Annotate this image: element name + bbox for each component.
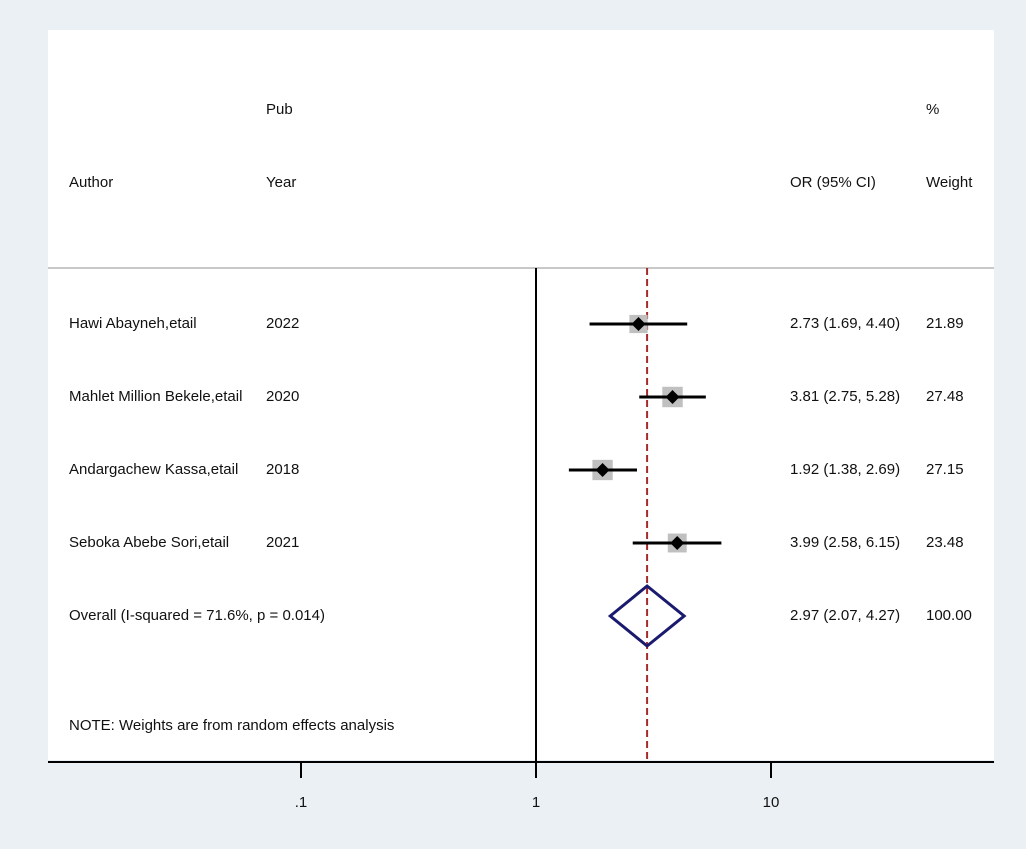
header-or: OR (95% CI) bbox=[790, 174, 876, 191]
header-author: Author bbox=[69, 174, 113, 191]
overall-or-ci: 2.97 (2.07, 4.27) bbox=[790, 607, 900, 624]
study-year: 2022 bbox=[266, 315, 299, 332]
overall-label: Overall (I-squared = 71.6%, p = 0.014) bbox=[69, 607, 325, 624]
study-weight: 27.15 bbox=[926, 461, 964, 478]
header-year-top: Pub bbox=[266, 101, 293, 118]
study-weight: 27.48 bbox=[926, 388, 964, 405]
study-or-ci: 3.99 (2.58, 6.15) bbox=[790, 534, 900, 551]
study-year: 2018 bbox=[266, 461, 299, 478]
x-tick-label: 10 bbox=[763, 794, 780, 811]
study-author: Mahlet Million Bekele,etail bbox=[69, 388, 242, 405]
plot-panel bbox=[48, 30, 994, 760]
study-or-ci: 1.92 (1.38, 2.69) bbox=[790, 461, 900, 478]
study-point-estimate bbox=[631, 317, 646, 331]
study-point-estimate bbox=[665, 390, 680, 404]
study-year: 2020 bbox=[266, 388, 299, 405]
study-or-ci: 3.81 (2.75, 5.28) bbox=[790, 388, 900, 405]
overall-diamond bbox=[607, 584, 687, 648]
study-weight: 23.48 bbox=[926, 534, 964, 551]
overall-weight: 100.00 bbox=[926, 607, 972, 624]
header-year: Year bbox=[266, 174, 296, 191]
study-author: Seboka Abebe Sori,etail bbox=[69, 534, 229, 551]
footnote: NOTE: Weights are from random effects an… bbox=[69, 717, 394, 734]
study-author: Andargachew Kassa,etail bbox=[69, 461, 238, 478]
study-point-estimate bbox=[595, 463, 610, 477]
x-tick-label: 1 bbox=[532, 794, 540, 811]
header-weight: Weight bbox=[926, 174, 973, 191]
header-weight-top: % bbox=[926, 101, 939, 118]
study-author: Hawi Abayneh,etail bbox=[69, 315, 197, 332]
x-tick-label: .1 bbox=[295, 794, 308, 811]
study-or-ci: 2.73 (1.69, 4.40) bbox=[790, 315, 900, 332]
study-year: 2021 bbox=[266, 534, 299, 551]
study-weight: 21.89 bbox=[926, 315, 964, 332]
study-point-estimate bbox=[670, 536, 685, 550]
